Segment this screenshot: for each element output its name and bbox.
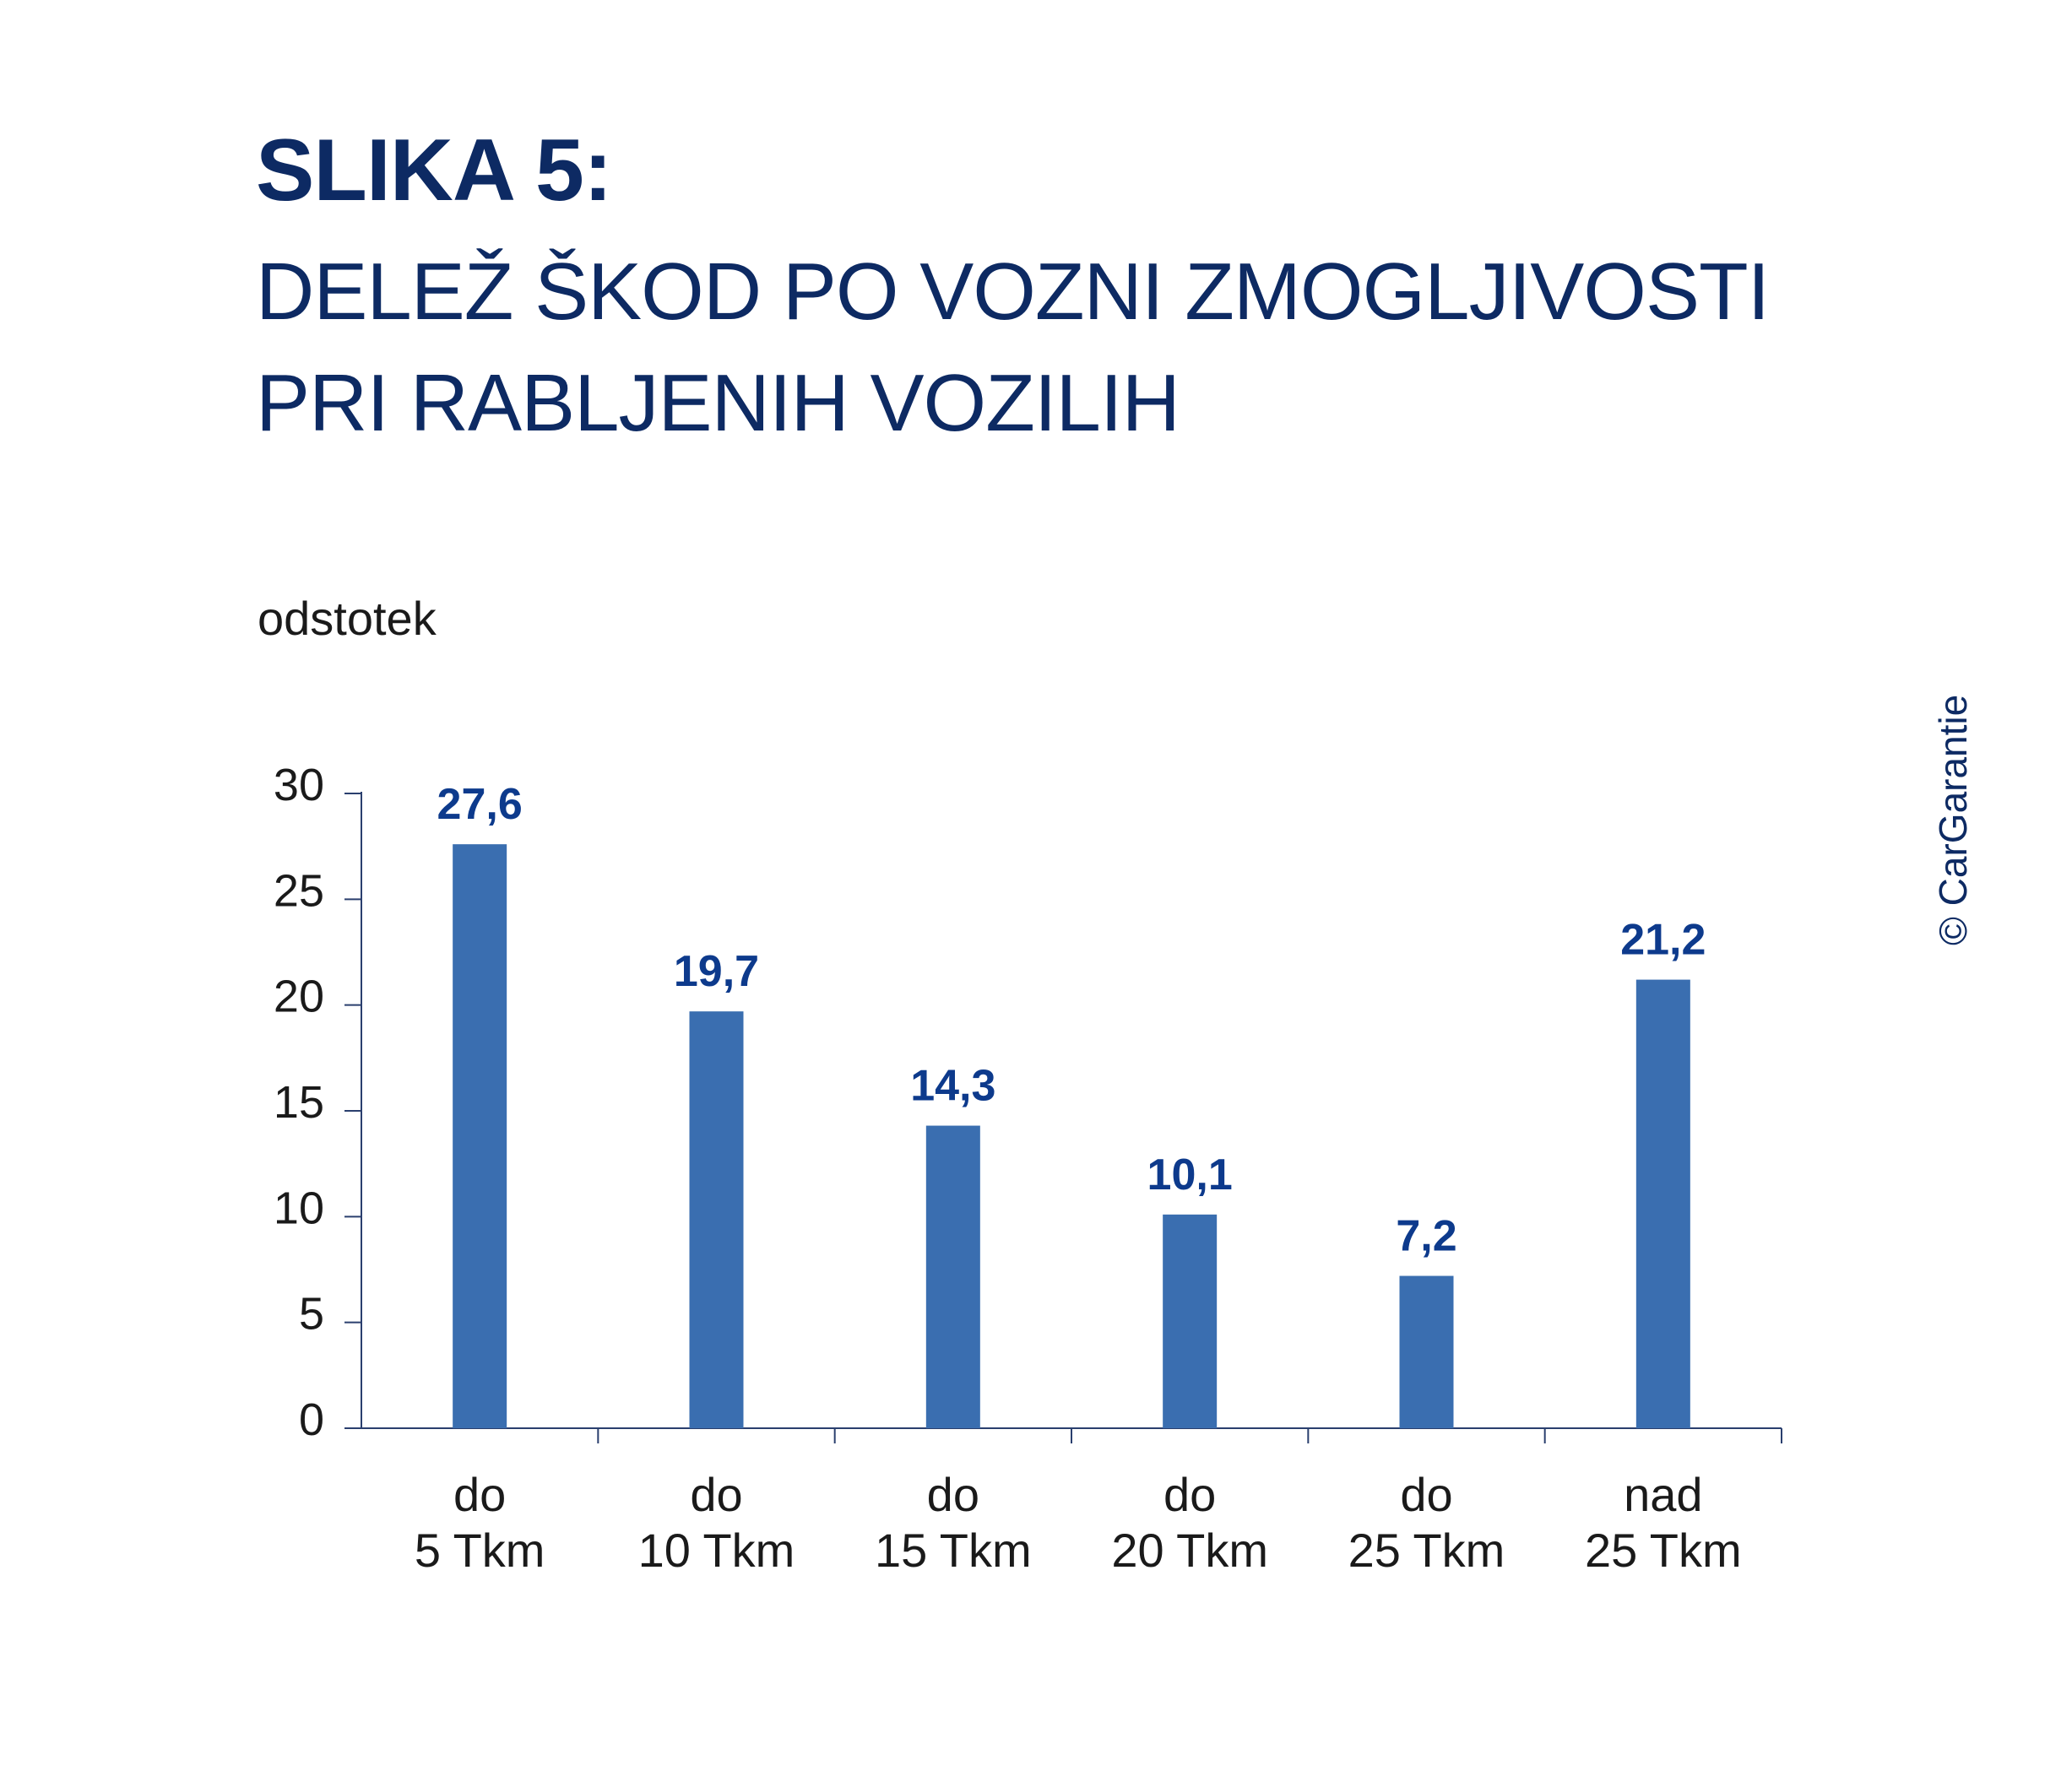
y-tick-label: 0 <box>299 1394 324 1445</box>
figure-number: SLIKA 5: <box>256 122 613 219</box>
x-tick-label: 20 Tkm <box>1111 1524 1268 1577</box>
bar <box>689 1011 744 1428</box>
x-tick-label: 25 Tkm <box>1348 1524 1505 1577</box>
x-tick-label: do <box>1400 1468 1452 1521</box>
bar-value-label: 21,2 <box>1620 916 1706 965</box>
y-tick-label: 30 <box>274 760 324 810</box>
bar-value-label: 27,6 <box>437 780 523 829</box>
x-tick-label: 15 Tkm <box>875 1524 1032 1577</box>
bar-value-label: 14,3 <box>910 1062 995 1111</box>
bar <box>1163 1214 1218 1428</box>
x-tick-label: nad <box>1624 1468 1702 1521</box>
bar <box>1399 1275 1454 1428</box>
chart-title-line-2: PRI RABLJENIH VOZILIH <box>256 358 1180 448</box>
x-tick-label: 5 Tkm <box>415 1524 545 1577</box>
bar <box>453 844 507 1428</box>
bar-value-label: 7,2 <box>1396 1212 1456 1261</box>
y-tick-label: 25 <box>274 865 324 916</box>
bar-value-label: 10,1 <box>1147 1151 1233 1199</box>
x-tick-label: 10 Tkm <box>638 1524 795 1577</box>
x-tick-label: do <box>1163 1468 1216 1521</box>
x-tick-label: 25 Tkm <box>1585 1524 1742 1577</box>
y-tick-label: 15 <box>274 1077 324 1128</box>
x-tick-label: do <box>690 1468 742 1521</box>
x-tick-label: do <box>927 1468 979 1521</box>
y-tick-label: 20 <box>274 972 324 1022</box>
bar <box>925 1125 980 1428</box>
y-tick-label: 5 <box>299 1289 324 1340</box>
y-tick-label: 10 <box>274 1183 324 1233</box>
chart-title-line-1: DELEŽ ŠKOD PO VOZNI ZMOGLJIVOSTI <box>256 246 1770 337</box>
y-axis-label: odstotek <box>258 592 437 645</box>
bar-value-label: 19,7 <box>674 947 759 996</box>
x-tick-label: do <box>453 1468 506 1521</box>
bar <box>1635 979 1690 1428</box>
